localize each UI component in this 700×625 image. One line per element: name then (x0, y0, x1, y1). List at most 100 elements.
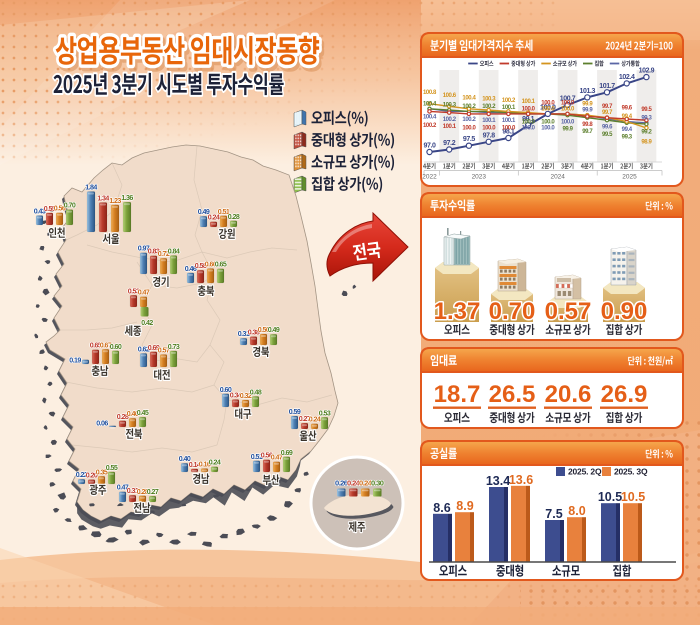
svg-text:0.56: 0.56 (54, 205, 66, 213)
svg-text:100.8: 100.8 (423, 90, 437, 96)
svg-text:99.6: 99.6 (622, 106, 633, 112)
svg-text:100.0: 100.0 (561, 100, 575, 106)
svg-text:0.45: 0.45 (137, 409, 149, 417)
svg-text:0.57: 0.57 (158, 347, 170, 355)
svg-text:100.1: 100.1 (522, 99, 536, 105)
svg-text:99.3: 99.3 (641, 115, 652, 121)
svg-text:13.4: 13.4 (486, 474, 510, 488)
svg-text:102.4: 102.4 (619, 74, 635, 81)
svg-text:0.48: 0.48 (250, 388, 262, 396)
svg-text:0.31: 0.31 (238, 330, 250, 338)
svg-text:99.9: 99.9 (582, 108, 593, 114)
svg-text:100.0: 100.0 (561, 106, 575, 112)
svg-text:0.24: 0.24 (208, 214, 220, 222)
svg-text:0.14: 0.14 (189, 461, 201, 469)
svg-text:0.22: 0.22 (76, 471, 88, 479)
svg-text:0.53: 0.53 (319, 409, 331, 417)
svg-text:10.5: 10.5 (621, 490, 645, 504)
svg-text:99.6: 99.6 (602, 125, 613, 131)
svg-text:0.42: 0.42 (141, 320, 153, 327)
svg-text:100.0: 100.0 (541, 119, 555, 125)
svg-text:0.24: 0.24 (209, 459, 221, 467)
svg-text:1.37: 1.37 (434, 298, 481, 325)
svg-text:99.2: 99.2 (641, 130, 652, 136)
svg-text:99.7: 99.7 (602, 110, 613, 116)
svg-text:100.2: 100.2 (502, 98, 516, 104)
svg-text:100.2: 100.2 (423, 123, 437, 129)
svg-text:0.58: 0.58 (195, 262, 207, 270)
svg-text:100.2: 100.2 (462, 117, 476, 123)
svg-text:99.9: 99.9 (562, 127, 573, 133)
svg-text:97.5: 97.5 (463, 136, 476, 143)
svg-text:98.9: 98.9 (641, 139, 652, 145)
svg-text:0.60: 0.60 (110, 343, 122, 351)
svg-text:0.46: 0.46 (185, 265, 197, 273)
svg-text:0.66: 0.66 (205, 261, 217, 269)
svg-text:0.62: 0.62 (138, 345, 150, 353)
svg-text:0.28: 0.28 (137, 488, 149, 496)
svg-text:0.34: 0.34 (230, 392, 242, 400)
svg-text:0.70: 0.70 (64, 202, 76, 210)
svg-text:100.0: 100.0 (541, 100, 555, 106)
svg-text:0.24: 0.24 (347, 479, 361, 488)
svg-text:100.4: 100.4 (423, 114, 437, 120)
svg-text:100.4: 100.4 (423, 101, 437, 107)
svg-text:2025. 2Q: 2025. 2Q (568, 467, 602, 477)
svg-text:100.0: 100.0 (482, 125, 496, 131)
svg-text:99.5: 99.5 (602, 132, 613, 138)
svg-text:0.49: 0.49 (198, 208, 210, 216)
svg-text:0.55: 0.55 (44, 205, 56, 213)
svg-text:100.2: 100.2 (462, 104, 476, 110)
svg-text:0.69: 0.69 (148, 344, 160, 352)
svg-text:99.8: 99.8 (582, 122, 593, 128)
svg-text:0.53: 0.53 (128, 287, 140, 295)
svg-text:2023: 2023 (472, 174, 487, 181)
svg-text:1.34: 1.34 (97, 195, 109, 203)
svg-text:0.97: 0.97 (138, 245, 150, 253)
svg-text:0.27: 0.27 (147, 488, 159, 496)
svg-text:2025: 2025 (622, 174, 637, 181)
svg-text:100.7: 100.7 (560, 96, 576, 103)
svg-text:0.69: 0.69 (281, 449, 293, 457)
svg-text:101.7: 101.7 (599, 83, 615, 90)
svg-text:100.1: 100.1 (502, 118, 516, 124)
svg-text:0.72: 0.72 (158, 250, 170, 258)
svg-text:99.4: 99.4 (622, 114, 633, 120)
svg-text:8.9: 8.9 (456, 499, 473, 513)
svg-text:26.5: 26.5 (489, 381, 536, 408)
svg-text:0.83: 0.83 (148, 248, 160, 256)
svg-text:2022: 2022 (422, 174, 437, 181)
svg-text:100.4: 100.4 (462, 95, 476, 101)
svg-text:100.0: 100.0 (540, 104, 556, 111)
svg-text:100.0: 100.0 (522, 119, 536, 125)
svg-text:0.51: 0.51 (218, 208, 230, 216)
svg-text:100.0: 100.0 (462, 125, 476, 131)
svg-text:0.90: 0.90 (601, 298, 648, 325)
svg-text:0.30: 0.30 (371, 479, 384, 488)
svg-text:1.84: 1.84 (85, 184, 97, 192)
svg-text:98.1: 98.1 (502, 129, 515, 136)
svg-text:99.1: 99.1 (522, 116, 535, 123)
svg-text:0.38: 0.38 (248, 329, 260, 337)
svg-text:20.6: 20.6 (545, 381, 592, 408)
svg-text:97.8: 97.8 (483, 132, 496, 139)
svg-text:100.1: 100.1 (502, 105, 516, 111)
svg-text:100.3: 100.3 (443, 103, 457, 109)
svg-text:0.47: 0.47 (138, 289, 150, 297)
svg-text:0.70: 0.70 (489, 298, 536, 325)
svg-text:100.0: 100.0 (541, 125, 555, 131)
svg-text:18.7: 18.7 (434, 381, 481, 408)
svg-text:1.36: 1.36 (121, 194, 133, 202)
svg-text:97.2: 97.2 (443, 140, 456, 147)
svg-text:0.40: 0.40 (127, 410, 139, 418)
svg-text:0.65: 0.65 (215, 261, 227, 269)
svg-text:0.27: 0.27 (299, 415, 311, 423)
svg-text:0.84: 0.84 (168, 248, 180, 256)
svg-text:100.0: 100.0 (541, 106, 555, 112)
svg-text:2024: 2024 (550, 174, 565, 181)
svg-text:0.20: 0.20 (86, 472, 98, 480)
svg-text:0.35: 0.35 (96, 468, 108, 476)
svg-text:10.5: 10.5 (598, 490, 622, 504)
svg-text:101.3: 101.3 (580, 88, 596, 95)
svg-text:0.06: 0.06 (96, 420, 108, 428)
